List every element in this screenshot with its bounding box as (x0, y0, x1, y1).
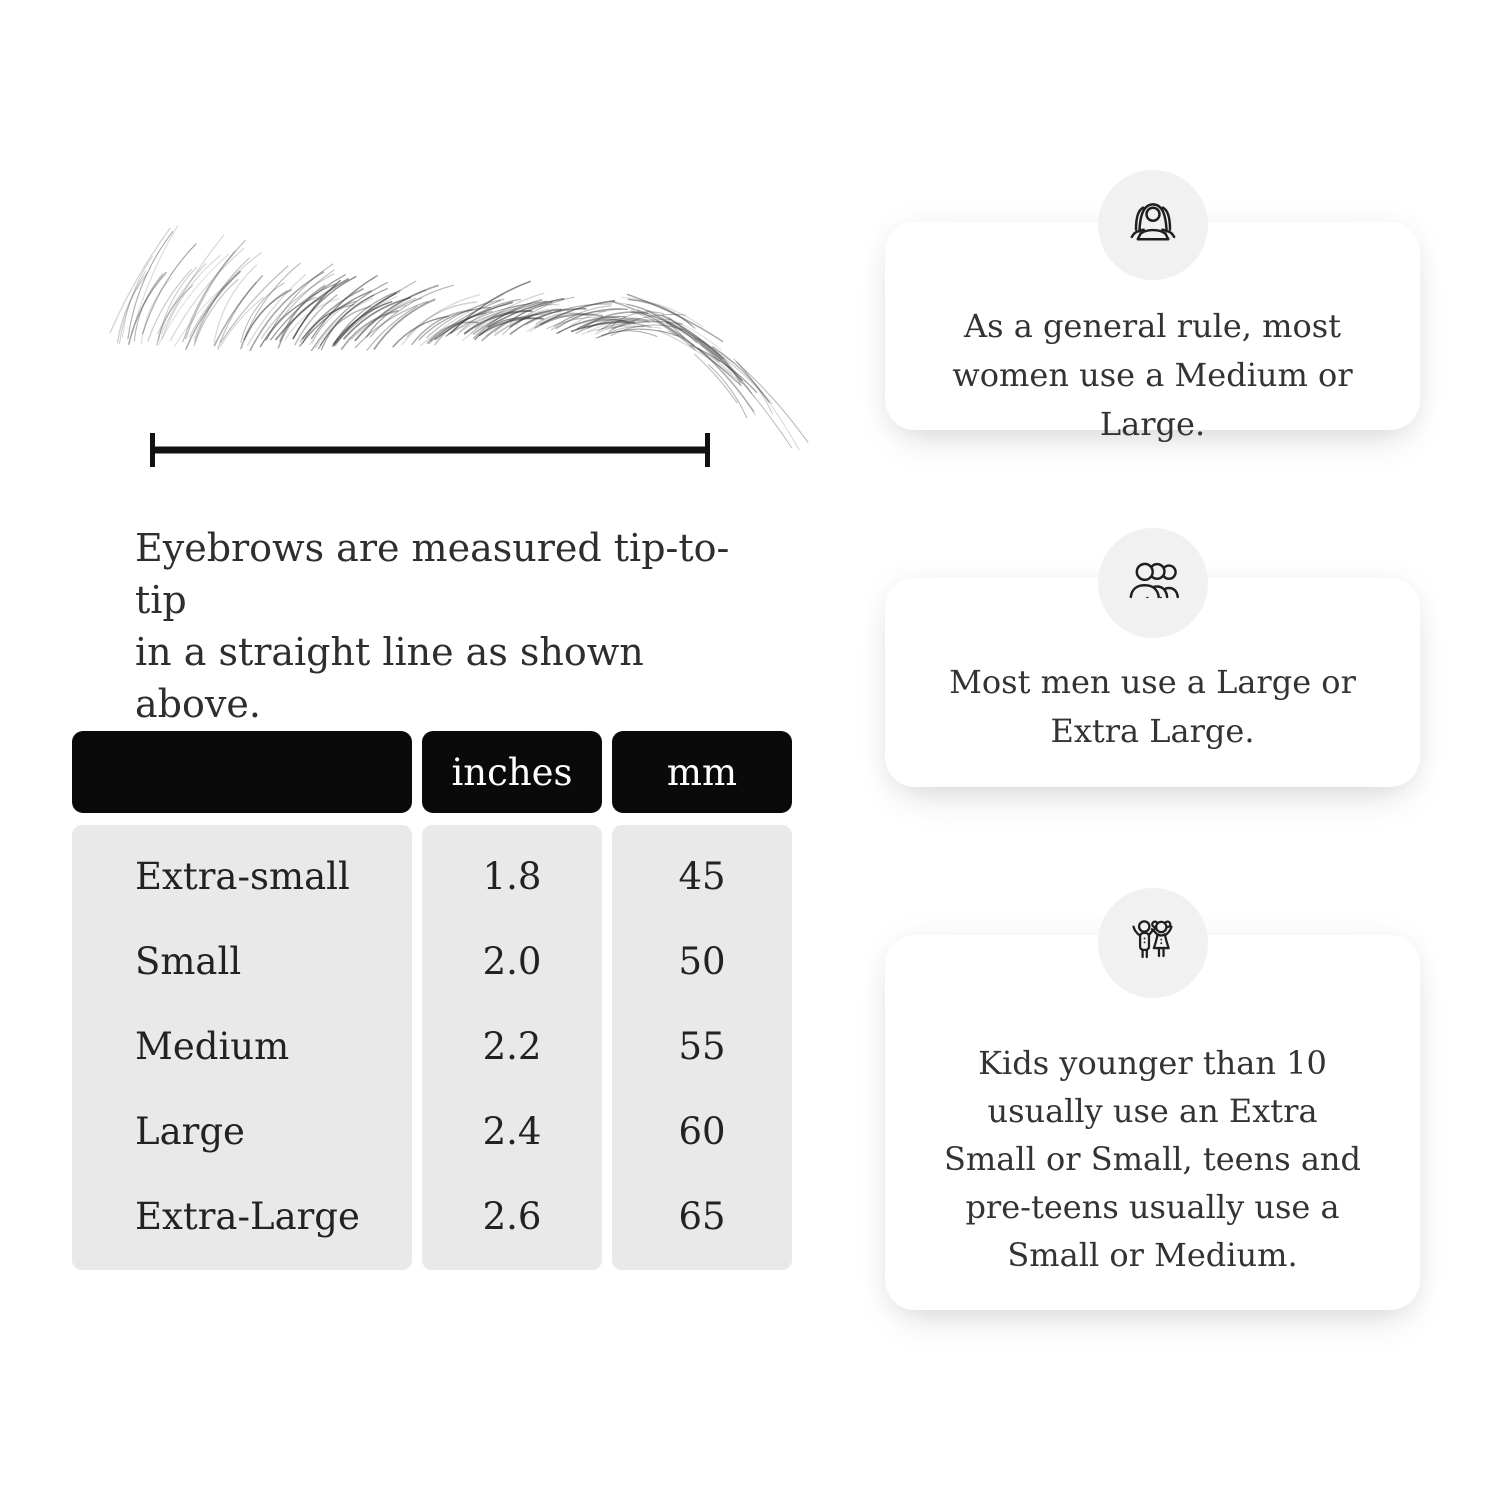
size-table: Extra-small Small Medium Large Extra-Lar… (72, 731, 792, 1271)
size-row-mm: 55 (678, 1025, 726, 1068)
size-row-inches: 2.2 (482, 1025, 542, 1068)
size-table-column-mm: mm 45 50 55 60 65 (612, 731, 792, 1270)
size-row-inches: 2.6 (482, 1195, 542, 1238)
size-row-inches: 2.0 (482, 940, 542, 983)
caption-line-2: in a straight line as shown above. (135, 630, 644, 726)
size-row-label: Medium (135, 1025, 290, 1068)
size-table-body-labels: Extra-small Small Medium Large Extra-Lar… (72, 825, 412, 1270)
size-row-mm: 45 (678, 855, 726, 898)
size-row-mm: 65 (678, 1195, 726, 1238)
size-row-inches: 1.8 (482, 855, 542, 898)
measurement-caption: Eyebrows are measured tip-to-tip in a st… (135, 522, 765, 730)
size-table-body-mm: 45 50 55 60 65 (612, 825, 792, 1270)
info-card-women: As a general rule, most women use a Medi… (885, 170, 1420, 443)
measurement-line (150, 433, 710, 467)
caption-line-1: Eyebrows are measured tip-to-tip (135, 526, 730, 622)
info-card-men: Most men use a Large or Extra Large. (885, 528, 1420, 787)
men-group-icon (1129, 562, 1179, 599)
info-card-women-text: As a general rule, most women use a Medi… (952, 307, 1353, 443)
size-table-body-inches: 1.8 2.0 2.2 2.4 2.6 (422, 825, 602, 1270)
size-table-header-blank (72, 731, 412, 813)
info-card-kids-text: Kids younger than 10 usually use an Extr… (944, 1044, 1361, 1274)
size-row-mm: 50 (678, 940, 726, 983)
size-table-header-mm: mm (612, 731, 792, 813)
size-row-label: Extra-small (135, 855, 350, 898)
size-row-label: Small (135, 940, 242, 983)
size-row-inches: 2.4 (482, 1110, 542, 1153)
kids-icon-circle (1097, 888, 1208, 998)
size-row-label: Large (135, 1110, 245, 1153)
eyebrow-illustration (109, 225, 809, 467)
women-group-icon (1130, 203, 1175, 241)
size-row-label: Extra-Large (135, 1195, 360, 1238)
info-card-kids: Kids younger than 10 usually use an Extr… (885, 888, 1420, 1310)
size-table-column-inches: inches 1.8 2.0 2.2 2.4 2.6 (422, 731, 602, 1270)
info-card-men-text: Most men use a Large or Extra Large. (949, 663, 1356, 750)
kids-icon (1131, 920, 1173, 959)
size-table-header-inches: inches (422, 731, 602, 813)
women-icon-circle (1097, 170, 1208, 280)
size-table-column-labels: Extra-small Small Medium Large Extra-Lar… (72, 731, 412, 1270)
size-row-mm: 60 (678, 1110, 726, 1153)
men-icon-circle (1097, 528, 1208, 638)
